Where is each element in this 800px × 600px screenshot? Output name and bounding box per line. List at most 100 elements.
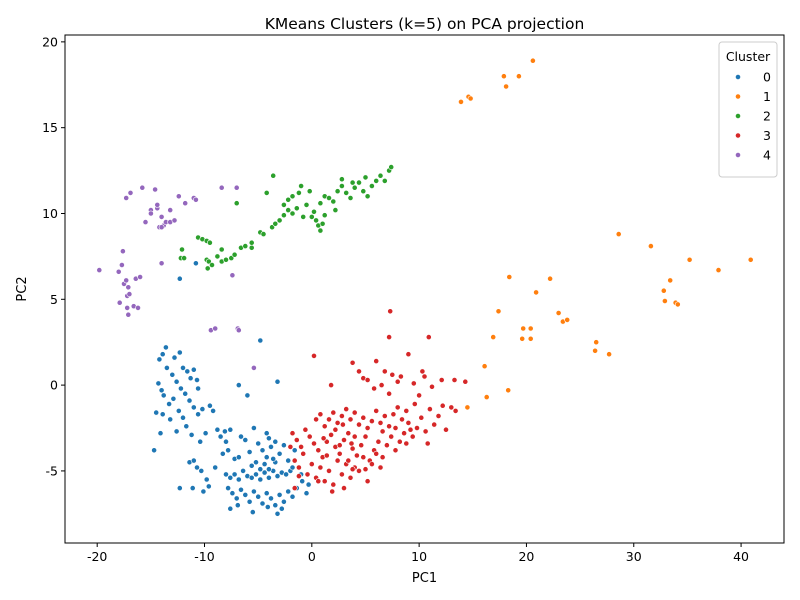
legend-label-3: 3 bbox=[763, 128, 771, 143]
cluster-4-series bbox=[96, 184, 257, 371]
cluster-2-point bbox=[280, 201, 287, 208]
cluster-3-point bbox=[439, 402, 446, 409]
cluster-0-point bbox=[159, 351, 166, 358]
cluster-0-point bbox=[276, 491, 283, 498]
cluster-3-point bbox=[373, 450, 380, 457]
cluster-0-point bbox=[265, 466, 272, 473]
cluster-1-point bbox=[593, 339, 600, 346]
cluster-0-point bbox=[183, 423, 190, 430]
cluster-3-point bbox=[300, 450, 307, 457]
cluster-1-point bbox=[715, 267, 722, 273]
legend-label-0: 0 bbox=[763, 70, 771, 85]
cluster-0-point bbox=[202, 430, 209, 437]
cluster-2-point bbox=[349, 179, 356, 186]
cluster-0-point bbox=[214, 426, 221, 433]
cluster-0-point bbox=[238, 433, 244, 440]
cluster-0-point bbox=[225, 447, 231, 454]
cluster-1-series bbox=[458, 57, 754, 411]
cluster-1-point bbox=[483, 394, 490, 400]
cluster-0-point bbox=[223, 438, 229, 445]
cluster-2-point bbox=[368, 183, 375, 189]
cluster-4-point bbox=[233, 184, 240, 191]
cluster-0-point bbox=[190, 457, 197, 464]
cluster-3-point bbox=[386, 423, 392, 430]
cluster-4-point bbox=[158, 224, 165, 231]
cluster-0-point bbox=[188, 431, 195, 438]
cluster-3-point bbox=[321, 478, 328, 485]
cluster-4-point bbox=[119, 262, 125, 268]
cluster-1-point bbox=[490, 334, 497, 340]
cluster-2-point bbox=[311, 208, 317, 215]
cluster-0-point bbox=[171, 354, 178, 361]
cluster-0-point bbox=[194, 377, 200, 383]
cluster-4-point bbox=[123, 277, 130, 284]
cluster-0-point bbox=[244, 392, 251, 399]
cluster-3-point bbox=[326, 416, 332, 423]
cluster-3-point bbox=[315, 447, 322, 454]
cluster-0-point bbox=[255, 440, 262, 447]
cluster-0-point bbox=[176, 349, 183, 356]
cluster-3-point bbox=[313, 416, 319, 423]
cluster-0-point bbox=[186, 397, 193, 404]
cluster-3-point bbox=[287, 443, 294, 450]
cluster-4-point bbox=[182, 200, 189, 207]
cluster-0-point bbox=[242, 437, 249, 443]
cluster-0-point bbox=[166, 401, 172, 407]
cluster-2-point bbox=[280, 212, 287, 219]
cluster-0-point bbox=[278, 505, 285, 512]
cluster-2-point bbox=[285, 207, 292, 213]
cluster-2-point bbox=[326, 195, 332, 201]
cluster-3-point bbox=[351, 409, 358, 416]
cluster-2-point bbox=[248, 239, 255, 246]
y-tick-label: 5 bbox=[50, 292, 58, 307]
legend-title: Cluster bbox=[726, 49, 771, 64]
cluster-2-point bbox=[263, 189, 270, 196]
cluster-3-point bbox=[360, 414, 367, 421]
cluster-1-point bbox=[606, 351, 612, 358]
cluster-0-point bbox=[200, 488, 207, 495]
cluster-0-series bbox=[151, 260, 312, 517]
cluster-4-point bbox=[124, 304, 131, 311]
cluster-0-point bbox=[270, 455, 277, 462]
cluster-3-point bbox=[362, 433, 369, 440]
cluster-0-point bbox=[227, 505, 234, 512]
cluster-0-point bbox=[175, 407, 182, 414]
cluster-1-point bbox=[747, 256, 754, 263]
cluster-1-point bbox=[495, 308, 502, 315]
cluster-1-point bbox=[667, 277, 674, 284]
cluster-3-point bbox=[451, 377, 458, 383]
cluster-0-point bbox=[246, 498, 253, 505]
x-tick-label: 20 bbox=[518, 549, 534, 564]
cluster-1-point bbox=[458, 99, 464, 105]
cluster-0-point bbox=[189, 485, 196, 491]
cluster-0-point bbox=[240, 467, 246, 474]
cluster-0-point bbox=[157, 430, 164, 437]
cluster-4-point bbox=[167, 207, 174, 213]
cluster-2-point bbox=[179, 246, 185, 253]
cluster-3-point bbox=[345, 430, 352, 437]
cluster-0-point bbox=[187, 375, 194, 382]
cluster-0-point bbox=[231, 471, 238, 478]
cluster-2-point bbox=[223, 256, 229, 263]
cluster-3-point bbox=[364, 478, 371, 485]
cluster-3-point bbox=[403, 440, 410, 447]
cluster-3-point bbox=[414, 425, 420, 431]
cluster-1-point bbox=[533, 289, 539, 296]
cluster-3-point bbox=[321, 423, 328, 430]
cluster-3-point bbox=[397, 373, 404, 380]
cluster-4-point bbox=[250, 364, 257, 371]
cluster-2-point bbox=[295, 189, 302, 196]
cluster-0-point bbox=[194, 464, 200, 471]
cluster-3-point bbox=[356, 368, 362, 375]
cluster-1-point bbox=[547, 275, 553, 282]
cluster-4-point bbox=[116, 299, 123, 306]
cluster-3-point bbox=[401, 430, 407, 437]
cluster-0-point bbox=[261, 469, 268, 476]
cluster-2-point bbox=[308, 213, 315, 220]
cluster-3-point bbox=[403, 407, 410, 414]
cluster-3-point bbox=[399, 416, 405, 423]
cluster-2-point bbox=[317, 227, 324, 234]
cluster-0-point bbox=[263, 454, 270, 461]
cluster-3-point bbox=[330, 481, 337, 488]
cluster-1-point bbox=[555, 310, 562, 316]
